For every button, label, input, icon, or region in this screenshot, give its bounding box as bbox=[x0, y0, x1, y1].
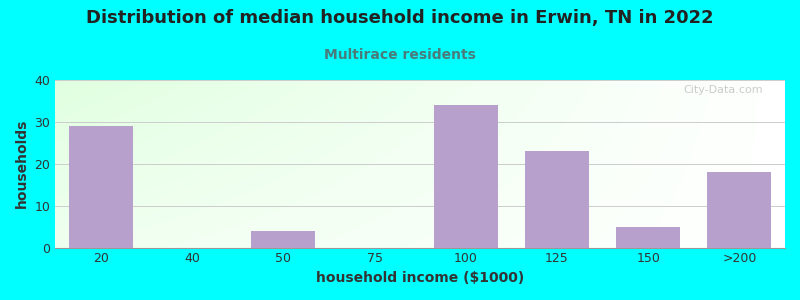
Y-axis label: households: households bbox=[15, 119, 29, 208]
Bar bbox=[69, 126, 133, 248]
Text: City-Data.com: City-Data.com bbox=[683, 85, 763, 95]
Bar bbox=[707, 172, 771, 248]
X-axis label: household income ($1000): household income ($1000) bbox=[316, 271, 524, 285]
Bar bbox=[251, 231, 315, 248]
Bar bbox=[525, 151, 589, 247]
Bar bbox=[434, 105, 498, 248]
Text: Distribution of median household income in Erwin, TN in 2022: Distribution of median household income … bbox=[86, 9, 714, 27]
Bar bbox=[616, 226, 680, 248]
Text: Multirace residents: Multirace residents bbox=[324, 48, 476, 62]
